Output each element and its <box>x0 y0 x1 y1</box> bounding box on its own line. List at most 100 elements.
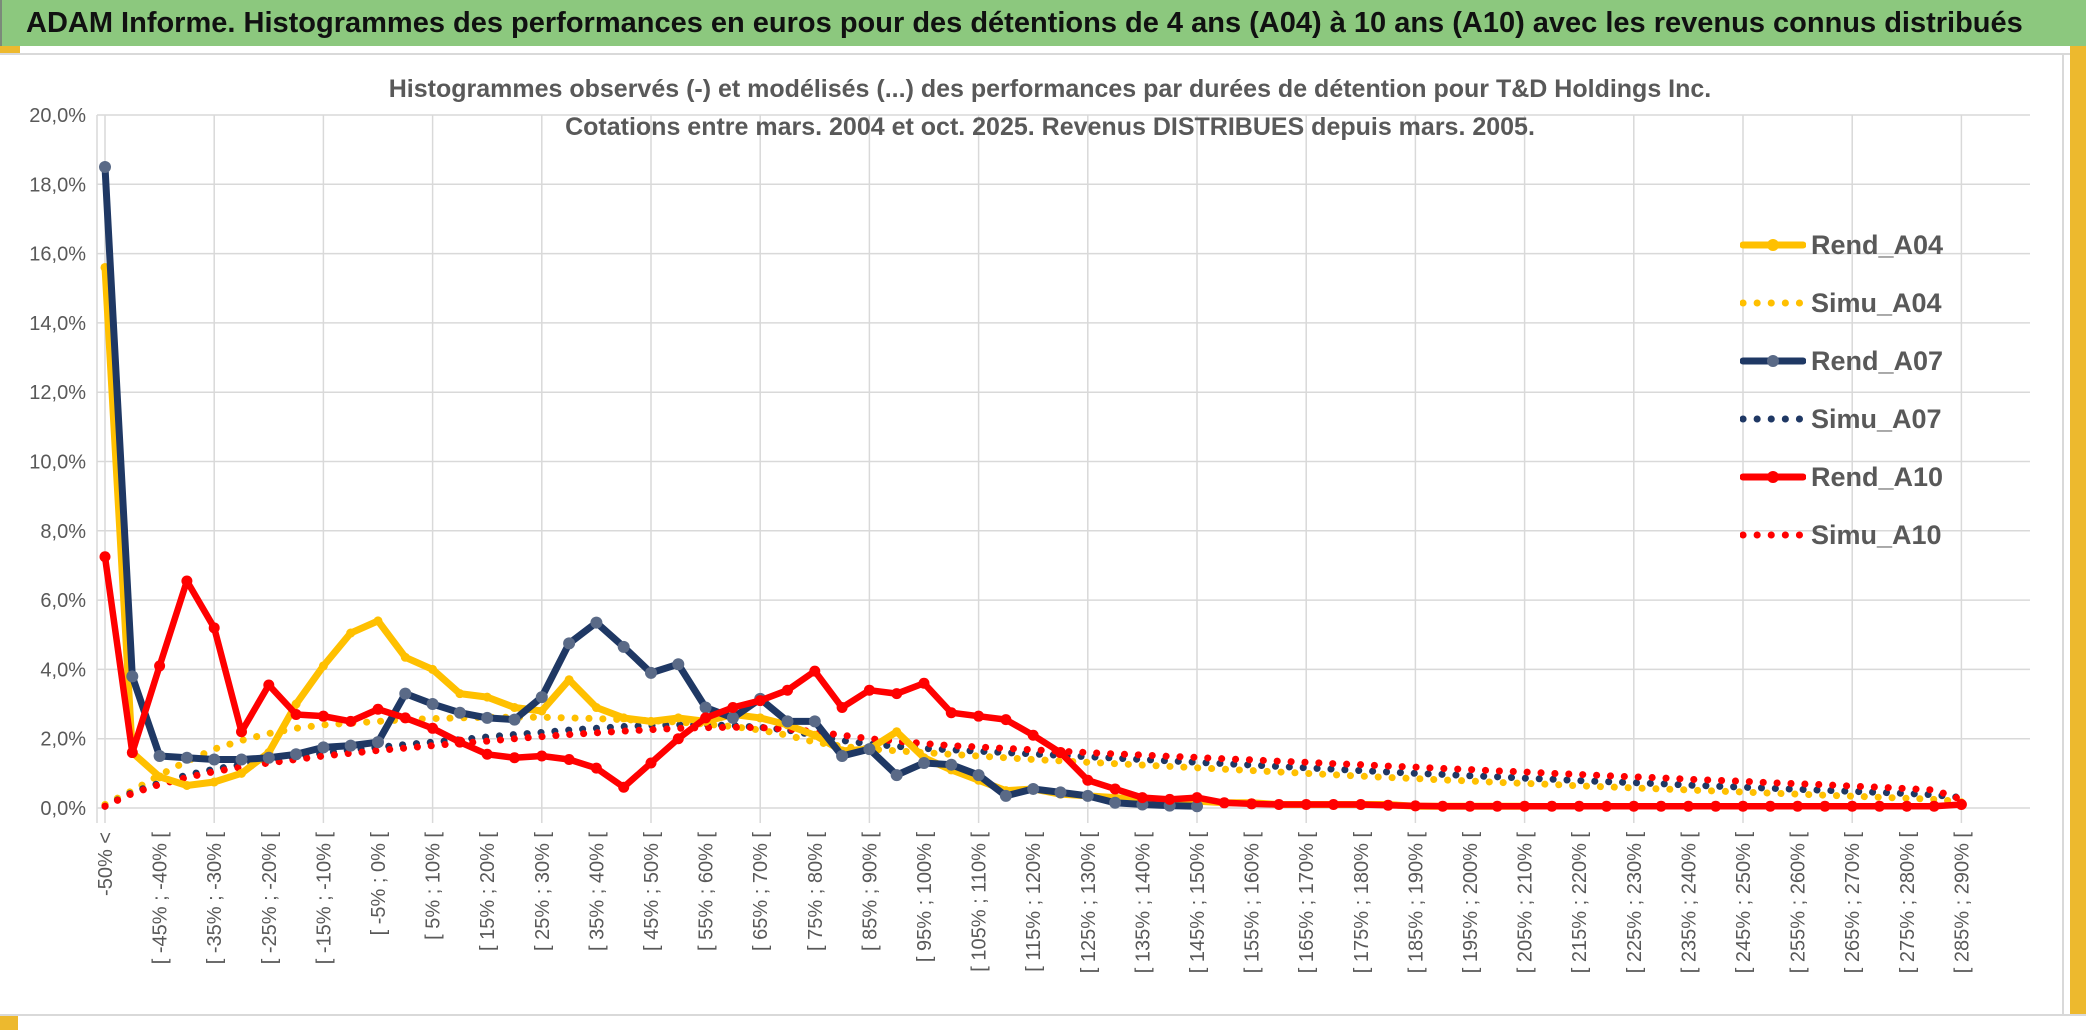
x-axis-tick-label: [ 65% ; 70% [ <box>750 832 772 951</box>
Rend_A10-marker <box>782 684 793 696</box>
legend-item-Rend_A04[interactable]: Rend_A04 <box>1740 216 2040 274</box>
accent-strip-right <box>2070 46 2086 1014</box>
Rend_A10-marker <box>1792 800 1804 812</box>
Rend_A10-marker <box>672 733 684 745</box>
Rend_A10-marker <box>1136 792 1148 804</box>
Rend_A10-marker <box>263 679 275 691</box>
Rend_A07-marker <box>863 743 876 756</box>
x-axis-tick-label: [ 45% ; 50% [ <box>641 832 663 951</box>
x-axis-tick-label: [ 205% ; 210% [ <box>1515 832 1537 974</box>
Rend_A04-marker <box>810 730 820 740</box>
Rend_A10-marker <box>1710 800 1722 812</box>
x-axis-tick-label: [ 215% ; 220% [ <box>1569 832 1591 974</box>
x-axis-tick-label: [ -25% ; -20% [ <box>259 832 281 965</box>
legend-item-Simu_A07[interactable]: Simu_A07 <box>1740 390 2040 448</box>
x-axis-tick-label: [ 235% ; 240% [ <box>1678 832 1700 974</box>
Rend_A07-marker <box>1054 786 1067 799</box>
Rend_A10-marker <box>1382 799 1394 811</box>
Rend_A10-marker <box>945 707 957 719</box>
y-axis-tick-label: 8,0% <box>40 521 86 543</box>
y-axis-tick-label: 16,0% <box>29 244 86 266</box>
Rend_A10-marker <box>481 748 493 760</box>
Rend_A10-marker <box>863 684 875 696</box>
x-axis-tick-label: [ 135% ; 140% [ <box>1132 832 1154 974</box>
Rend_A10-marker <box>1655 800 1667 812</box>
window-title-bar: ADAM Informe. Histogrammes des performan… <box>0 0 2086 46</box>
legend-label-Rend_A07: Rend_A07 <box>1811 345 1944 376</box>
Rend_A04-marker <box>373 616 383 626</box>
Rend_A10-marker <box>1218 797 1230 809</box>
Rend_A10-marker <box>372 703 384 715</box>
legend-sample-Rend_A07 <box>1740 355 1806 367</box>
legend-sample-Rend_A04 <box>1740 239 1806 251</box>
separator-line-top <box>0 53 2086 55</box>
Rend_A04-marker <box>510 703 519 713</box>
Rend_A07-marker <box>617 640 630 653</box>
Rend_A10-marker <box>427 722 439 734</box>
Rend_A07-marker <box>808 715 821 728</box>
series-Rend_A07[interactable] <box>99 160 1203 813</box>
Rend_A04-marker <box>346 628 356 638</box>
Rend_A10-marker <box>1573 800 1585 812</box>
Rend_A07-marker <box>590 616 603 629</box>
Rend_A04-marker <box>182 780 192 790</box>
y-axis-tick-label: 18,0% <box>29 174 86 196</box>
Rend_A07-marker <box>1191 800 1203 813</box>
Rend_A07-marker <box>481 711 494 724</box>
series-Rend_A04[interactable] <box>100 262 1530 811</box>
series-Simu_A04[interactable] <box>101 713 1965 809</box>
Rend_A04-marker <box>318 661 328 671</box>
x-axis-tick-label: [ -5% ; 0% [ <box>368 832 390 936</box>
Rend_A10-marker <box>236 726 247 738</box>
Rend_A07-marker <box>262 751 275 764</box>
Rend_A07-marker <box>890 769 903 782</box>
Rend_A04-marker <box>482 692 492 702</box>
Rend_A10-marker <box>126 747 138 759</box>
Rend_A10-marker <box>181 575 193 587</box>
Rend_A07-marker <box>781 715 794 728</box>
legend-item-Rend_A07[interactable]: Rend_A07 <box>1740 332 2040 390</box>
accent-corner-bottom-left <box>0 1016 18 1030</box>
x-axis-tick-label: [ 115% ; 120% [ <box>1023 832 1045 972</box>
y-axis-tick-label: 6,0% <box>40 590 86 612</box>
chart-title-line1: Histogrammes observés (-) et modélisés (… <box>388 75 1712 103</box>
separator-line-bottom <box>0 1014 2086 1016</box>
Simu_A10-line <box>101 723 1965 810</box>
Rend_A04-marker <box>455 689 465 699</box>
Rend_A07-marker <box>672 658 685 671</box>
Rend_A10-marker <box>590 762 602 774</box>
Rend_A04-marker <box>537 706 547 716</box>
Rend_A10-marker <box>345 715 357 727</box>
legend-marker-Rend_A07 <box>1767 355 1779 367</box>
Rend_A10-marker <box>1737 800 1749 812</box>
x-axis-tick-label: [ 225% ; 230% [ <box>1624 832 1646 974</box>
legend-sample-Simu_A10 <box>1740 531 1806 539</box>
series-Rend_A10[interactable] <box>99 551 1967 812</box>
Rend_A10-marker <box>1055 747 1066 759</box>
Rend_A04-marker <box>591 703 601 713</box>
Rend_A10-marker <box>1682 800 1694 812</box>
x-axis-tick-label: [ 165% ; 170% [ <box>1296 832 1318 974</box>
legend-item-Simu_A04[interactable]: Simu_A04 <box>1740 274 2040 332</box>
series-Simu_A07[interactable] <box>101 721 1965 810</box>
y-axis-tick-label: 2,0% <box>40 729 86 751</box>
x-axis-tick-label: [ 5% ; 10% [ <box>423 832 445 940</box>
Rend_A04-marker <box>428 664 438 674</box>
Rend_A07-marker <box>372 736 384 749</box>
x-axis-tick-label: [ 145% ; 150% [ <box>1187 832 1209 974</box>
Rend_A07-marker <box>426 698 439 711</box>
Rend_A07-marker <box>726 711 739 724</box>
x-axis-tick-label: [ 255% ; 260% [ <box>1788 832 1810 974</box>
legend-item-Rend_A10[interactable]: Rend_A10 <box>1740 448 2040 506</box>
Rend_A10-marker <box>1437 800 1449 812</box>
Rend_A10-marker <box>618 781 630 793</box>
x-axis-tick-label: [ 175% ; 180% [ <box>1351 832 1373 974</box>
Rend_A10-marker <box>836 702 848 714</box>
Rend_A07-marker <box>290 748 303 761</box>
y-axis-tick-label: 10,0% <box>29 452 86 474</box>
Rend_A10-marker <box>1109 783 1121 795</box>
legend-label-Rend_A10: Rend_A10 <box>1811 461 1944 492</box>
legend-item-Simu_A10[interactable]: Simu_A10 <box>1740 506 2040 564</box>
series-Simu_A10[interactable] <box>101 723 1965 810</box>
Rend_A10-marker <box>154 660 166 672</box>
